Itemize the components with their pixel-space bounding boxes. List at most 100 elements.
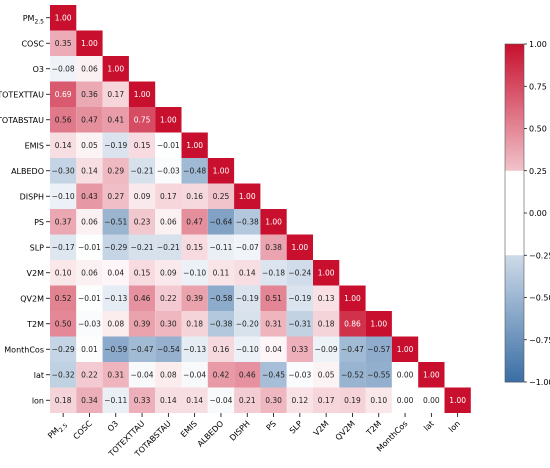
heatmap-cell — [181, 260, 208, 286]
cell-value: 1.00 — [213, 166, 230, 175]
colorbar-tick-label: −0.50 — [529, 294, 550, 303]
cell-value: −0.30 — [52, 166, 75, 175]
colorbar-segment — [505, 221, 524, 225]
heatmap-cell — [50, 311, 77, 337]
heatmap-cell — [286, 311, 313, 337]
cell-value: −0.19 — [288, 294, 311, 303]
cell-value: −0.47 — [131, 345, 154, 354]
colorbar-segment — [505, 300, 524, 304]
colorbar-tick-label: −1.00 — [529, 378, 550, 387]
cell-value: 0.01 — [81, 345, 98, 354]
heatmap-cell — [181, 234, 208, 260]
cell-value: 0.17 — [318, 396, 335, 405]
heatmap-cell — [339, 285, 366, 311]
heatmap-cell — [181, 362, 208, 388]
heatmap-cell — [339, 336, 366, 362]
cell-value: 0.13 — [318, 294, 335, 303]
colorbar-segment — [505, 373, 524, 377]
colorbar-segment — [505, 272, 524, 276]
colorbar-segment — [505, 131, 524, 135]
heatmap-cell — [155, 183, 182, 209]
heatmap-cell — [391, 362, 419, 388]
cell-value: 0.31 — [107, 370, 124, 379]
colorbar-segment — [505, 289, 524, 293]
heatmap-cell — [181, 158, 208, 184]
colorbar-segment — [505, 145, 524, 149]
row-label: V2M — [27, 269, 45, 278]
row-label: SLP — [30, 243, 45, 252]
heatmap-cell — [102, 209, 129, 235]
heatmap-cell — [102, 336, 129, 362]
colorbar-segment — [505, 201, 524, 205]
colorbar-segment — [505, 151, 524, 155]
cell-value: −0.47 — [341, 345, 364, 354]
cell-value: 1.00 — [81, 39, 98, 48]
heatmap-cell — [50, 107, 77, 133]
heatmap-cell — [50, 336, 77, 362]
colorbar-segment — [505, 179, 524, 183]
colorbar-segment — [505, 167, 524, 172]
cell-value: −0.29 — [52, 345, 75, 354]
colorbar-segment — [505, 303, 524, 307]
colorbar-segment — [505, 353, 524, 358]
colorbar-segment — [505, 207, 524, 211]
heatmap-cell — [128, 132, 156, 158]
cell-value: 0.69 — [55, 90, 72, 99]
row-label: lon — [32, 396, 44, 405]
heatmap-cell — [50, 209, 77, 235]
heatmap-cell — [207, 158, 235, 184]
cell-value: 0.04 — [265, 345, 282, 354]
colorbar-segment — [505, 111, 524, 115]
heatmap-cell — [207, 209, 235, 235]
colorbar-segment — [505, 52, 524, 56]
cell-value: 0.41 — [107, 115, 124, 124]
heatmap-cell — [313, 260, 340, 286]
heatmap-cell — [313, 336, 340, 362]
colorbar-segment — [505, 370, 524, 374]
heatmap-cell — [128, 183, 156, 209]
heatmap-cell — [260, 260, 287, 286]
heatmap-cell — [102, 183, 129, 209]
cell-value: 0.39 — [134, 319, 151, 328]
cell-value: 0.46 — [239, 370, 256, 379]
heatmap-cell — [102, 81, 129, 107]
heatmap-cell — [234, 209, 261, 235]
heatmap-cell — [313, 387, 340, 413]
cell-value: 0.05 — [318, 370, 335, 379]
colorbar-segment — [505, 339, 524, 343]
heatmap-cell — [313, 285, 340, 311]
heatmap-cell — [128, 387, 156, 413]
colorbar-segment — [505, 277, 524, 281]
colorbar-segment — [505, 105, 524, 110]
colorbar-segment — [505, 367, 524, 372]
row-label: ALBEDO — [11, 167, 44, 176]
cell-value: 0.10 — [55, 268, 72, 277]
heatmap-cell — [76, 234, 103, 260]
colorbar-segment — [505, 139, 524, 143]
cell-value: 1.00 — [160, 115, 177, 124]
colorbar-segment — [505, 356, 524, 360]
colorbar-segment — [505, 165, 524, 169]
cell-value: −0.21 — [157, 243, 180, 252]
heatmap-cell — [365, 311, 392, 337]
colorbar-segment — [505, 263, 524, 267]
cell-value: −0.10 — [183, 268, 206, 277]
heatmap-cell — [155, 336, 182, 362]
heatmap-cell — [260, 362, 287, 388]
colorbar-segment — [505, 280, 524, 284]
cell-value: 0.14 — [160, 396, 177, 405]
heatmap-cell — [128, 158, 156, 184]
colorbar-segment — [505, 297, 524, 301]
colorbar-segment — [505, 305, 524, 310]
cell-value: −0.55 — [367, 370, 390, 379]
cell-value: 1.00 — [265, 217, 282, 226]
column-label: QV2M — [334, 419, 357, 442]
cell-value: 0.12 — [291, 396, 308, 405]
colorbar-segment — [505, 83, 524, 87]
heatmap-cell — [286, 285, 313, 311]
heatmap-cell — [76, 387, 103, 413]
heatmap-cell — [155, 158, 182, 184]
heatmap-cell — [207, 183, 235, 209]
colorbar-segment — [505, 114, 524, 118]
heatmap-cell — [181, 209, 208, 235]
